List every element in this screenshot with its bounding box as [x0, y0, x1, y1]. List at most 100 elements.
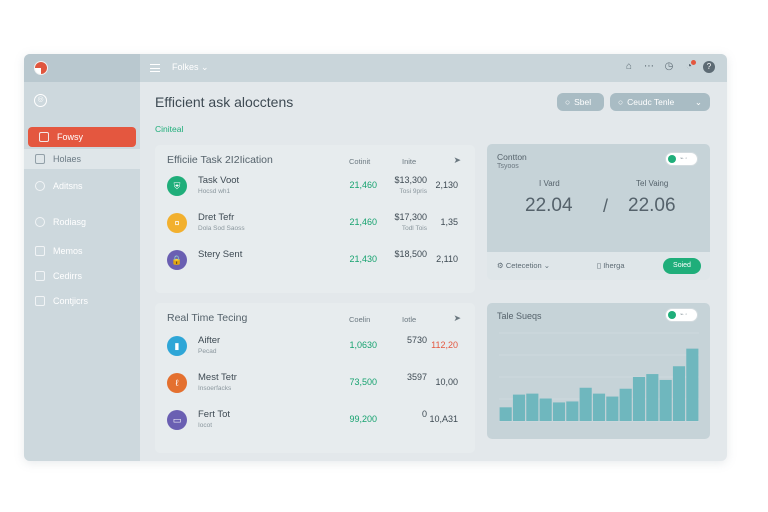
footer-select[interactable]: ⚙ Cetecetion ⌄: [497, 261, 550, 270]
sidebar-item-5[interactable]: Cedirrs: [24, 266, 140, 286]
chart-bar[interactable]: [659, 379, 672, 421]
sidebar-item-0[interactable]: Fowsy: [28, 127, 136, 147]
app-window: ◎ Fowsy Holaes Aditsns Rodiasg Memos Ced…: [24, 54, 727, 461]
bell-icon[interactable]: ◔: [683, 60, 696, 73]
header-button-2-label: Ceudc Tenle: [627, 97, 675, 107]
toggle-knob: [668, 155, 676, 163]
sidebar-item-label: Holaes: [53, 154, 82, 164]
sidebar-item-2[interactable]: Aditsns: [24, 176, 140, 196]
column-header: Cotinit: [349, 157, 371, 166]
clock-icon[interactable]: ◷: [664, 61, 674, 72]
chart-bar[interactable]: [632, 377, 646, 421]
row-subtitle: Pecad: [198, 348, 217, 355]
left-stat-label: I Vard: [539, 179, 560, 188]
table-row[interactable]: ⛨ Task Voot Hocsd wh1 21,460 $13,300 Tosi 9pr…: [155, 170, 475, 204]
row-value-3: 112,20: [431, 340, 458, 350]
row-value-2: $18,500: [394, 249, 427, 259]
row-value-2: 3597: [406, 372, 427, 382]
workspace-label: Folkes: [172, 62, 199, 72]
row-subtitle: Dola Sod Saoss: [198, 225, 245, 232]
settings-icon: ⚙: [497, 261, 506, 270]
column-header: Coelin: [349, 315, 371, 324]
footer-link[interactable]: ▯ Iherga: [597, 261, 625, 270]
sidebar-item-4[interactable]: Memos: [24, 241, 140, 261]
leaf-icon: ℓ: [167, 373, 187, 393]
sidebar-item-label: Fowsy: [57, 132, 84, 142]
chart-bar[interactable]: [646, 374, 659, 421]
real-time-panel: Real Time Tecing Coelin Iotle ➤ ▮ Aifter P…: [155, 303, 475, 453]
row-value-3: 2,110: [436, 254, 458, 264]
page-title: Efficient ask alocctens: [155, 94, 294, 110]
chart-bar[interactable]: [606, 396, 619, 421]
table-row[interactable]: ¤ Dret Tefr Dola Sod Saoss 21,460 $17,300 Tod…: [155, 207, 475, 241]
chart-bar[interactable]: [512, 394, 526, 421]
sidebar-item-6[interactable]: Contjicrs: [24, 291, 140, 311]
calendar-icon: [35, 271, 45, 281]
row-value-2-sub: Tosi 9pris: [399, 188, 427, 195]
lock-icon: 🔒: [167, 250, 187, 270]
chart-toggle[interactable]: ⌁ ◦: [665, 308, 698, 322]
home-icon[interactable]: ⌂: [625, 61, 633, 72]
row-value-1: 1,0630: [349, 340, 377, 350]
row-name: Mest Tetr: [198, 372, 237, 383]
row-subtitle: Iocot: [198, 422, 213, 429]
chart-bar[interactable]: [566, 401, 579, 421]
sidebar-item-label: Rodiasg: [53, 217, 87, 227]
table-row[interactable]: ▮ Aifter Pecad 1,0630 5730 112,20: [155, 330, 475, 364]
row-value-2: $17,300: [394, 212, 427, 222]
chart-bar[interactable]: [592, 393, 606, 421]
chart-bar[interactable]: [686, 348, 699, 421]
row-name: Fert Tot: [198, 409, 231, 420]
panel-title: Efficiie Task 2I2Iication: [167, 154, 273, 166]
chart-bar[interactable]: [539, 398, 552, 421]
profile-icon[interactable]: ◎: [34, 94, 47, 107]
table-row[interactable]: 🔒 Stery Sent 21,430 $18,500 2,110: [155, 244, 475, 278]
chart-bar[interactable]: [499, 407, 512, 421]
left-stat-value: 22.04: [525, 195, 573, 216]
chart-card: Tale Sueqs ⌁ ◦: [487, 303, 710, 439]
row-value-3: 2,130: [435, 180, 458, 190]
chat-icon: ▭: [167, 410, 187, 430]
header-button-1-label: Sbel: [574, 97, 592, 107]
chart-bar[interactable]: [552, 402, 566, 421]
top-bar: Folkes ⌄ ⌂ ⋯ ◷ ◔ ?: [140, 54, 727, 82]
header-button-1[interactable]: ○ Sbel: [557, 93, 604, 111]
footer-select-label: Cetecetion: [505, 261, 542, 270]
shield-icon: ⛨: [167, 176, 187, 196]
bar-chart: [499, 332, 699, 422]
chevron-down-icon: ⌄: [201, 62, 209, 72]
chart-bar[interactable]: [526, 393, 539, 421]
sidebar-item-label: Cedirrs: [53, 271, 83, 281]
chart-bar[interactable]: [672, 366, 686, 421]
table-row[interactable]: ▭ Fert Tot Iocot 99,200 0 10,A31: [155, 404, 475, 438]
app-logo[interactable]: [34, 61, 48, 75]
gear-icon: [35, 181, 45, 191]
target-icon: [35, 217, 45, 227]
arrow-right-icon[interactable]: ➤: [453, 155, 461, 165]
hamburger-menu-icon[interactable]: [150, 64, 160, 72]
workspace-select[interactable]: Folkes ⌄: [172, 62, 209, 73]
stat-separator: /: [603, 196, 609, 216]
box-icon: [35, 296, 45, 306]
file-icon: ▯: [597, 261, 604, 270]
sidebar-item-1[interactable]: Holaes: [24, 149, 140, 169]
stat-toggle[interactable]: ⌁ ◦: [665, 152, 698, 166]
sidebar-item-3[interactable]: Rodiasg: [24, 212, 140, 232]
circle-icon: ○: [618, 97, 624, 107]
row-name: Task Voot: [198, 175, 240, 186]
sidebar-header: [24, 54, 140, 82]
column-header: Inite: [402, 157, 417, 166]
chevron-down-icon: ⌄: [541, 261, 551, 270]
tab-active[interactable]: Ciniteal: [155, 124, 184, 134]
row-value-1: 21,460: [349, 217, 377, 227]
table-row[interactable]: ℓ Mest Tetr Insoerfacks 73,500 3597 10,00: [155, 367, 475, 401]
save-button[interactable]: Soied: [663, 258, 701, 274]
header-button-2[interactable]: ○ Ceudc Tenle ⌄: [610, 93, 710, 111]
coin-icon: ¤: [167, 213, 187, 233]
row-value-1: 73,500: [349, 377, 377, 387]
arrow-right-icon[interactable]: ➤: [453, 313, 461, 323]
help-icon[interactable]: ?: [703, 61, 715, 73]
more-icon[interactable]: ⋯: [644, 61, 654, 72]
chart-bar[interactable]: [579, 387, 592, 421]
chart-bar[interactable]: [619, 388, 632, 421]
